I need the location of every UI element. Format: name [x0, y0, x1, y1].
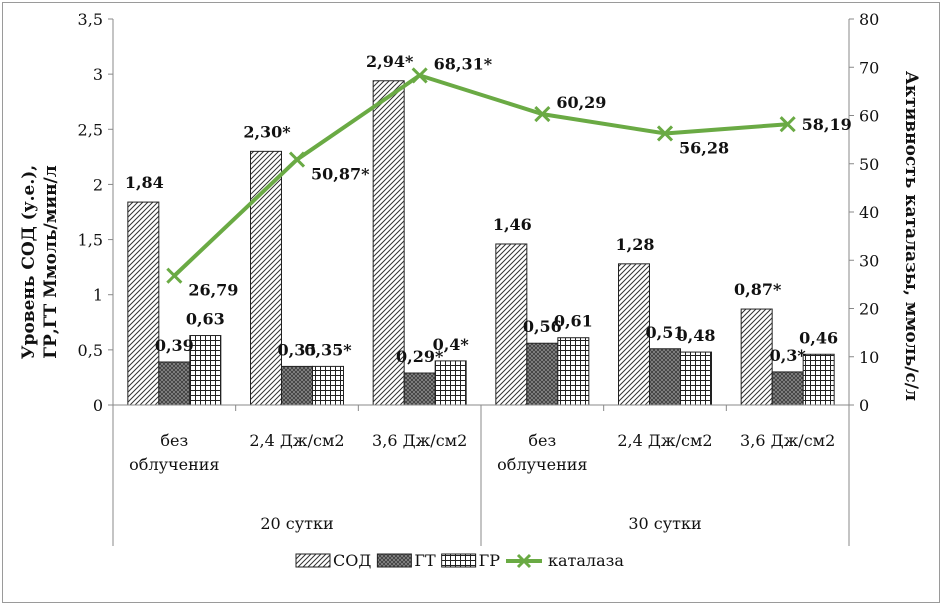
y-left-axis-title: Уровень СОД (у.е.), [19, 165, 39, 359]
data-label-ГР: 0,35* [304, 340, 352, 359]
y-right-tick-label: 20 [859, 300, 879, 319]
bar-ГТ [158, 361, 191, 406]
legend-label: ГР [479, 551, 501, 570]
data-label-СОД: 1,46 [493, 215, 532, 234]
data-label-catalase: 68,31* [434, 54, 493, 73]
catalase-point [656, 125, 674, 142]
bar-ГТ [281, 365, 313, 406]
legend-label: СОД [333, 551, 371, 570]
category-label: облучения [129, 455, 219, 474]
category-label: 3,6 Дж/см2 [740, 431, 835, 450]
bar-СОД [127, 201, 160, 406]
data-label-ГТ: 0,35 [278, 340, 317, 359]
legend-label: ГТ [414, 551, 436, 570]
data-label-catalase: 60,29 [556, 93, 606, 112]
bar-СОД [740, 308, 773, 406]
data-label-ГТ: 0,3* [770, 346, 807, 365]
data-label-ГР: 0,61 [554, 312, 593, 331]
catalase-line [172, 73, 788, 278]
bar-ГТ [771, 371, 804, 406]
group-label: 30 сутки [628, 514, 701, 533]
data-label-СОД: 2,94* [366, 52, 414, 71]
y-right-tick-label: 30 [859, 251, 879, 270]
data-label-catalase: 56,28 [679, 138, 729, 157]
legend-swatch-СОД [295, 553, 331, 568]
y-left-tick-label: 3,5 [78, 10, 103, 29]
y-left-tick-label: 2 [93, 175, 103, 194]
catalase-point [779, 116, 796, 133]
legend: СОД ГТ ГР каталаза [295, 551, 624, 570]
bar-СОД [250, 150, 282, 406]
y-right-tick-label: 50 [859, 155, 879, 174]
data-label-ГТ: 0,56 [523, 317, 562, 336]
axis-titles-layer: Уровень СОД (у.е.), ГР,ГТ Ммоль/мин/л Акти… [19, 71, 921, 401]
data-label-catalase: 26,79 [188, 281, 238, 300]
data-label-ГТ: 0,51 [646, 323, 685, 342]
y-left-tick-label: 3 [93, 65, 103, 84]
data-label-ГТ: 0,39 [155, 336, 194, 355]
catalase-point [288, 151, 306, 168]
catalase-point [166, 267, 183, 284]
bar-ГТ [526, 342, 559, 406]
y-right-tick-label: 80 [859, 10, 879, 29]
data-label-ГР: 0,4* [433, 335, 470, 354]
group-label: 20 сутки [260, 514, 333, 533]
catalase-point [534, 106, 551, 123]
y-left-tick-label: 2,5 [78, 120, 103, 139]
data-label-СОД: 2,30* [243, 122, 291, 141]
legend-label: каталаза [548, 551, 624, 570]
y-left-tick-label: 1 [93, 286, 103, 305]
bar-СОД [372, 80, 405, 406]
bar-ГТ [649, 348, 681, 406]
y-left-tick-label: 0 [93, 396, 103, 415]
bar-ГР [557, 337, 590, 406]
data-label-СОД: 0,87* [734, 280, 782, 299]
axes-layer: 00,511,522,533,501020304050607080безоблу… [78, 10, 879, 546]
bar-ГТ [403, 372, 436, 406]
data-label-СОД: 1,84 [125, 173, 164, 192]
legend-swatch-ГР [441, 553, 477, 568]
data-label-ГР: 0,48 [677, 326, 716, 345]
y-right-tick-label: 70 [859, 58, 879, 77]
catalase-line-layer [166, 67, 796, 284]
category-label: 3,6 Дж/см2 [372, 431, 467, 450]
y-left-tick-label: 1,5 [78, 231, 103, 250]
data-label-ГТ: 0,29* [396, 347, 444, 366]
bar-ГР [434, 360, 467, 406]
y-right-axis-title: Активность каталазы, ммоль/с/л [901, 71, 921, 401]
bar-ГР [680, 351, 712, 406]
y-right-tick-label: 60 [859, 107, 879, 126]
category-label: 2,4 Дж/см2 [617, 431, 712, 450]
legend-swatch-ГТ [376, 553, 412, 568]
data-label-catalase: 58,19 [802, 115, 852, 134]
category-label: без [528, 431, 556, 450]
y-right-tick-label: 10 [859, 348, 879, 367]
bar-ГР [802, 353, 835, 406]
legend-marker [516, 553, 532, 569]
data-labels-layer: 1,84 2,30* 2,94* 1,46 1,28 0,87* 0,39 0,35 0,29*… [125, 52, 852, 366]
data-label-ГР: 0,63 [186, 310, 225, 329]
data-label-СОД: 1,28 [616, 235, 655, 254]
category-label: 2,4 Дж/см2 [249, 431, 344, 450]
category-label: облучения [497, 455, 587, 474]
bar-СОД [495, 243, 528, 406]
catalase-point [411, 67, 428, 84]
data-label-ГР: 0,46 [799, 328, 838, 347]
category-label: без [160, 431, 188, 450]
y-right-tick-label: 0 [859, 396, 869, 415]
bar-ГР [312, 365, 344, 406]
bar-ГР [189, 335, 222, 406]
y-right-tick-label: 40 [859, 203, 879, 222]
y-left-tick-label: 0,5 [78, 341, 103, 360]
y-left-axis-title: ГР,ГТ Ммоль/мин/л [41, 165, 61, 358]
data-label-catalase: 50,87* [311, 165, 370, 184]
